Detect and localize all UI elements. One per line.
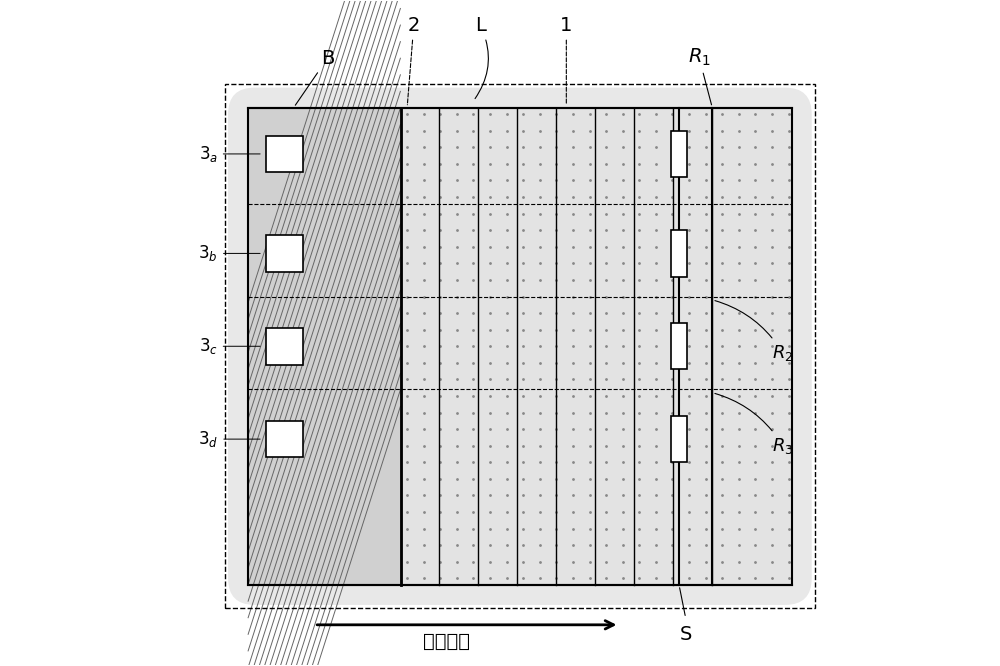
Text: B: B [295,49,334,105]
Text: 滚轴方向: 滚轴方向 [423,632,470,651]
Text: S: S [680,625,692,644]
Bar [266,136,303,172]
Bar [401,107,792,585]
Bar [671,323,687,370]
Bar [248,107,792,585]
Bar [266,328,303,364]
Text: $R_3$: $R_3$ [715,394,793,456]
Text: 2: 2 [407,15,420,105]
Text: $3_{d}$: $3_{d}$ [198,429,260,449]
FancyBboxPatch shape [228,88,812,605]
Bar [266,235,303,272]
Text: $R_2$: $R_2$ [715,300,793,363]
Bar [671,131,687,177]
Bar [225,85,815,608]
Text: 1: 1 [560,15,573,105]
Bar [671,230,687,276]
Text: $3_{a}$: $3_{a}$ [199,144,260,164]
Text: $3_{b}$: $3_{b}$ [198,243,260,264]
Bar [671,416,687,462]
Bar [266,421,303,458]
Text: $R_1$: $R_1$ [688,47,712,105]
Text: L: L [475,15,488,99]
Text: $3_{c}$: $3_{c}$ [199,336,260,356]
Bar [248,107,401,585]
